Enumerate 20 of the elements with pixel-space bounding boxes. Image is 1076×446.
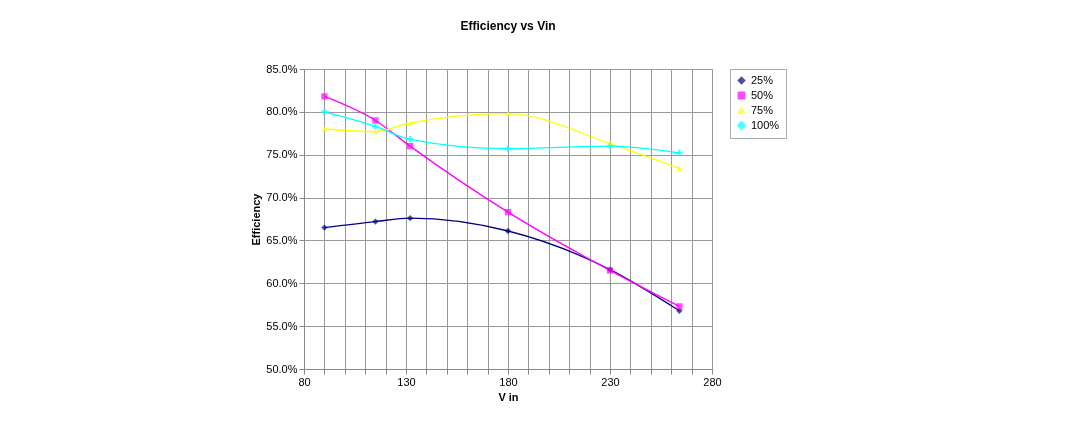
chart-title: Efficiency vs Vin xyxy=(460,19,556,33)
legend-label: 75% xyxy=(751,103,774,116)
legend-label: 50% xyxy=(751,88,774,101)
y-axis-title: Efficiency xyxy=(250,192,263,246)
y-tick-label: 50.0% xyxy=(266,362,298,375)
x-tick-label: 230 xyxy=(601,375,620,388)
legend-label: 100% xyxy=(751,118,780,131)
y-tick-label: 75.0% xyxy=(266,148,298,161)
x-tick-label: 280 xyxy=(703,375,722,388)
y-tick-label: 85.0% xyxy=(266,62,298,75)
y-tick-label: 70.0% xyxy=(266,191,298,204)
x-axis-title: V in xyxy=(498,390,519,403)
legend-label: 25% xyxy=(751,73,774,86)
x-tick-label: 130 xyxy=(397,375,416,388)
x-tick-label: 80 xyxy=(298,375,311,388)
y-tick-label: 80.0% xyxy=(266,105,298,118)
y-tick-label: 60.0% xyxy=(266,276,298,289)
x-tick-label: 180 xyxy=(499,375,518,388)
y-tick-label: 65.0% xyxy=(266,233,298,246)
y-tick-label: 55.0% xyxy=(266,319,298,332)
